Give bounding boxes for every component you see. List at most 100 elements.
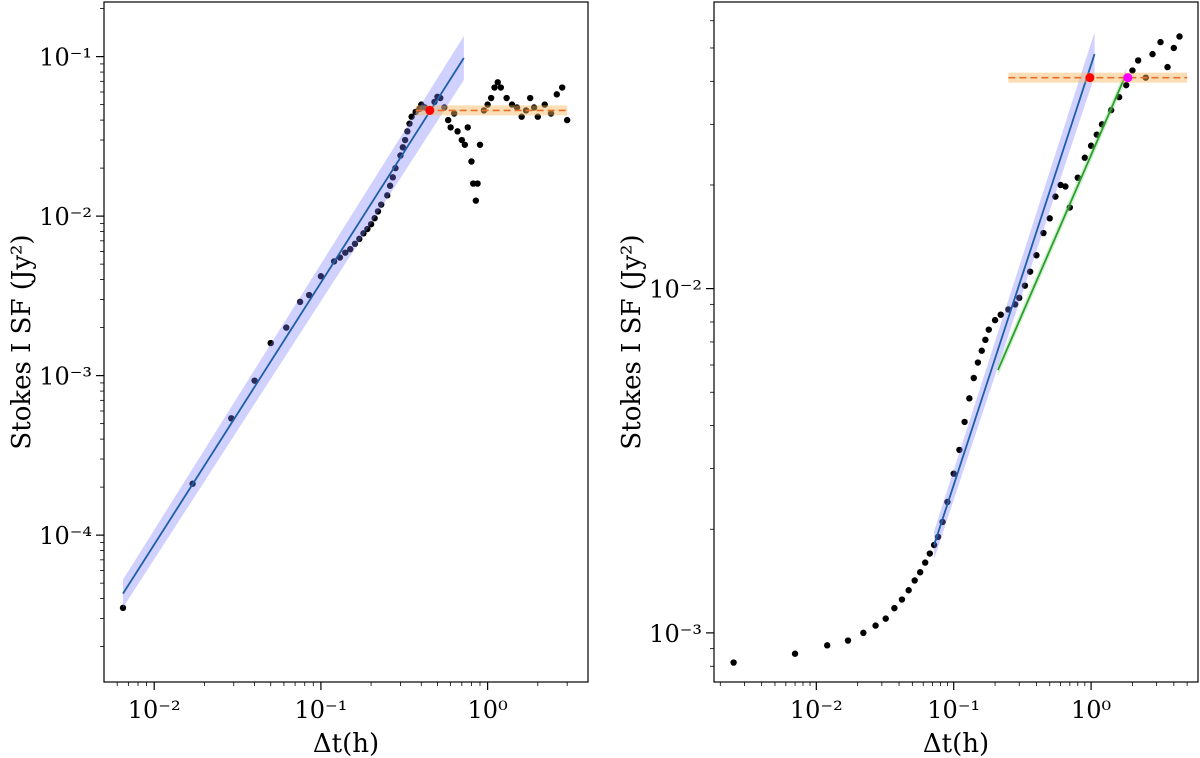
data-point: [474, 180, 481, 187]
left-y-axis-label: Stokes I SF (Jy²): [7, 234, 37, 449]
data-point: [1062, 183, 1069, 190]
left-ticks: [96, 8, 568, 690]
fit-line: [933, 53, 1096, 546]
data-point: [966, 395, 973, 402]
data-point: [367, 220, 375, 228]
data-point: [898, 596, 906, 603]
left-marks: [119, 36, 571, 612]
data-point: [296, 298, 304, 306]
data-point: [553, 91, 561, 98]
data-point: [974, 359, 982, 366]
saturation-band: [415, 105, 568, 116]
right-y-tick-label: 10⁻²: [649, 276, 702, 304]
data-point: [374, 208, 382, 215]
data-point: [905, 587, 912, 594]
data-point: [472, 197, 480, 204]
right-x-tick-label: 10⁻¹: [927, 696, 980, 724]
data-point: [891, 604, 898, 612]
data-point: [530, 104, 538, 111]
right-x-tick-label: 10⁻²: [790, 696, 843, 724]
data-point: [730, 659, 737, 666]
data-point: [1087, 142, 1095, 149]
data-point: [1081, 154, 1089, 161]
data-point: [378, 201, 385, 208]
fit-line: [122, 57, 465, 595]
data-point: [406, 120, 413, 127]
data-point: [1040, 229, 1047, 237]
data-point: [364, 225, 371, 233]
data-point: [970, 374, 977, 382]
break-point-marker: [425, 105, 435, 115]
data-point: [911, 577, 918, 584]
data-point: [1129, 67, 1136, 74]
data-point: [371, 215, 378, 222]
data-point: [468, 158, 475, 165]
data-point: [1026, 268, 1034, 275]
data-point: [450, 110, 458, 117]
data-point: [860, 629, 867, 637]
data-point: [119, 604, 127, 612]
data-point: [342, 249, 349, 256]
data-point: [487, 94, 495, 102]
data-point: [389, 174, 397, 181]
left-x-tick-label: 10⁻²: [128, 696, 181, 724]
data-point: [476, 141, 484, 148]
data-point: [1157, 38, 1164, 46]
fit-line: [997, 73, 1127, 371]
data-point: [441, 104, 448, 111]
data-point: [513, 104, 521, 111]
data-point: [1134, 57, 1142, 64]
data-point: [563, 116, 571, 124]
right-x-tick-label: 10⁰: [1071, 696, 1111, 724]
left-y-tick-label: 10⁻¹: [39, 44, 92, 72]
data-point: [464, 124, 471, 131]
right-y-tick-label: 10⁻³: [649, 620, 702, 648]
data-point: [926, 550, 934, 557]
data-point: [508, 101, 516, 108]
data-point: [408, 113, 415, 120]
right-plot-frame: [713, 1, 1199, 683]
left-tick-labels: 10⁻² 10⁻¹ 10⁰ 10⁻⁴ 10⁻³ 10⁻² 10⁻¹: [39, 44, 508, 724]
data-point: [1074, 174, 1081, 181]
data-point: [305, 291, 313, 299]
data-point: [491, 84, 498, 91]
break-point-marker: [1085, 73, 1095, 83]
left-y-tick-label: 10⁻²: [39, 203, 92, 231]
data-point: [1149, 50, 1156, 58]
data-point: [444, 116, 452, 124]
data-point: [1046, 215, 1053, 222]
data-point: [921, 559, 929, 566]
data-point: [503, 94, 510, 102]
data-point: [982, 336, 989, 344]
data-point: [267, 339, 274, 347]
data-point: [961, 418, 968, 426]
data-point: [384, 192, 391, 199]
data-point: [844, 637, 852, 644]
data-point: [791, 650, 799, 657]
fit-confidence-band: [934, 32, 1095, 559]
fit-confidence-band: [122, 36, 464, 608]
data-point: [404, 128, 411, 135]
data-point: [401, 136, 409, 144]
data-point: [356, 235, 363, 243]
left-panel: 10⁻² 10⁻¹ 10⁰ 10⁻⁴ 10⁻³ 10⁻² 10⁻¹ Δt(h) …: [7, 1, 589, 758]
left-x-tick-label: 10⁰: [468, 696, 508, 724]
data-point: [541, 101, 548, 108]
data-point: [497, 84, 505, 91]
data-point: [251, 377, 258, 384]
data-point: [823, 642, 831, 649]
left-x-axis-label: Δt(h): [313, 729, 379, 758]
data-point: [347, 246, 354, 253]
right-ticks: [706, 20, 1188, 690]
data-point: [1052, 193, 1059, 200]
left-x-tick-label: 10⁻¹: [294, 696, 347, 724]
data-point: [1164, 63, 1171, 71]
data-point: [950, 470, 957, 477]
data-point: [978, 347, 985, 354]
left-y-tick-label: 10⁻⁴: [39, 522, 92, 550]
data-point: [351, 240, 359, 248]
data-point: [484, 101, 491, 108]
data-point: [1033, 252, 1040, 259]
right-tick-labels: 10⁻² 10⁻¹ 10⁰ 10⁻³ 10⁻²: [649, 276, 1111, 724]
